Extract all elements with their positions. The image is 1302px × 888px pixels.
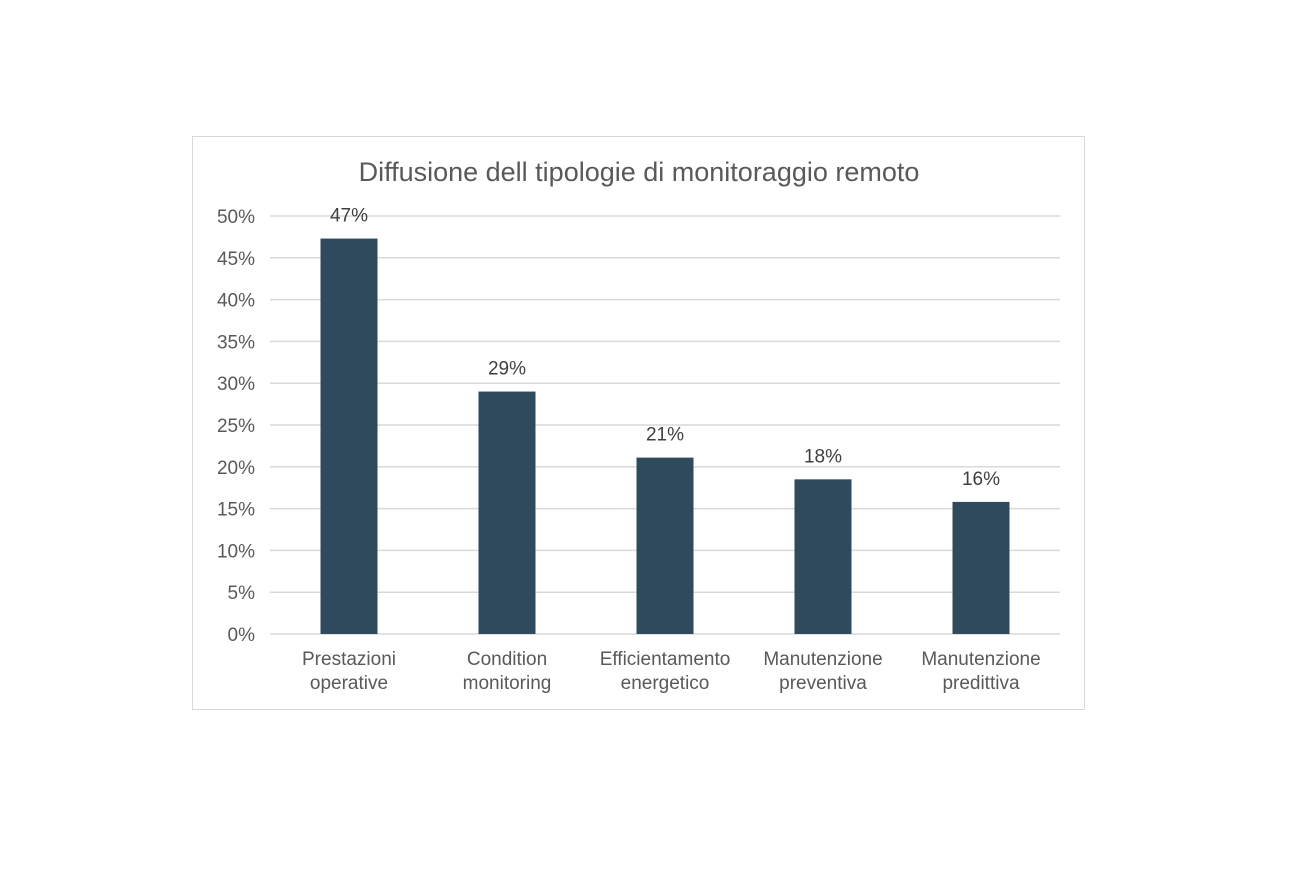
bar xyxy=(636,457,694,634)
bar xyxy=(478,391,536,634)
bar xyxy=(320,238,378,634)
category-label-line: preventiva xyxy=(779,673,867,694)
category-label: Condition monitoring xyxy=(463,649,552,694)
y-tick-label: 35% xyxy=(217,332,255,353)
y-tick-label: 20% xyxy=(217,458,255,479)
data-label: 16% xyxy=(962,469,1000,490)
y-axis-ticks: 0% 5% 10% 15% 20% 25% 30% 35% 40% 45% 50% xyxy=(217,207,255,646)
y-tick-label: 50% xyxy=(217,207,255,228)
category-label-line: Condition xyxy=(467,649,547,670)
data-label: 21% xyxy=(646,425,684,446)
y-tick-label: 30% xyxy=(217,374,255,395)
y-tick-label: 25% xyxy=(217,416,255,437)
category-label-line: Manutenzione xyxy=(763,649,882,670)
chart-title: Diffusione dell tipologie di monitoraggi… xyxy=(359,157,920,187)
category-label-line: Efficientamento xyxy=(600,649,731,670)
category-label-line: predittiva xyxy=(942,673,1020,694)
y-tick-label: 15% xyxy=(217,500,255,521)
chart-frame: Diffusione dell tipologie di monitoraggi… xyxy=(192,136,1085,710)
y-tick-label: 10% xyxy=(217,541,255,562)
category-label-line: energetico xyxy=(621,673,710,694)
bar xyxy=(952,501,1010,634)
data-label: 47% xyxy=(330,206,368,227)
category-label-line: Manutenzione xyxy=(921,649,1040,670)
bar-chart: Diffusione dell tipologie di monitoraggi… xyxy=(217,157,1060,694)
category-label-line: Prestazioni xyxy=(302,649,396,670)
category-label: Manutenzione preventiva xyxy=(763,649,882,694)
y-tick-label: 40% xyxy=(217,291,255,312)
x-axis-categories: Prestazioni operative Condition monitoring E… xyxy=(302,649,1041,694)
bar xyxy=(794,479,852,634)
category-label: Manutenzione predittiva xyxy=(921,649,1040,694)
category-label-line: operative xyxy=(310,673,388,694)
bars xyxy=(320,238,1010,634)
data-label: 18% xyxy=(804,446,842,467)
y-tick-label: 0% xyxy=(228,625,256,646)
category-label: Prestazioni operative xyxy=(302,649,396,694)
y-tick-label: 5% xyxy=(228,583,256,604)
category-label-line: monitoring xyxy=(463,673,552,694)
data-labels: 47% 29% 21% 18% 16% xyxy=(330,206,1000,490)
data-label: 29% xyxy=(488,359,526,380)
y-tick-label: 45% xyxy=(217,249,255,270)
category-label: Efficientamento energetico xyxy=(600,649,731,694)
